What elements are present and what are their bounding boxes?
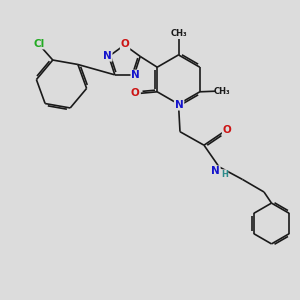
Text: CH₃: CH₃ bbox=[170, 29, 187, 38]
Text: H: H bbox=[221, 170, 228, 179]
Text: Cl: Cl bbox=[34, 38, 45, 49]
Text: N: N bbox=[175, 100, 184, 110]
Text: N: N bbox=[211, 166, 220, 176]
Text: CH₃: CH₃ bbox=[214, 87, 230, 96]
Text: N: N bbox=[103, 51, 112, 61]
Text: N: N bbox=[131, 70, 140, 80]
Text: O: O bbox=[121, 39, 130, 50]
Text: O: O bbox=[223, 124, 232, 135]
Text: O: O bbox=[131, 88, 140, 98]
